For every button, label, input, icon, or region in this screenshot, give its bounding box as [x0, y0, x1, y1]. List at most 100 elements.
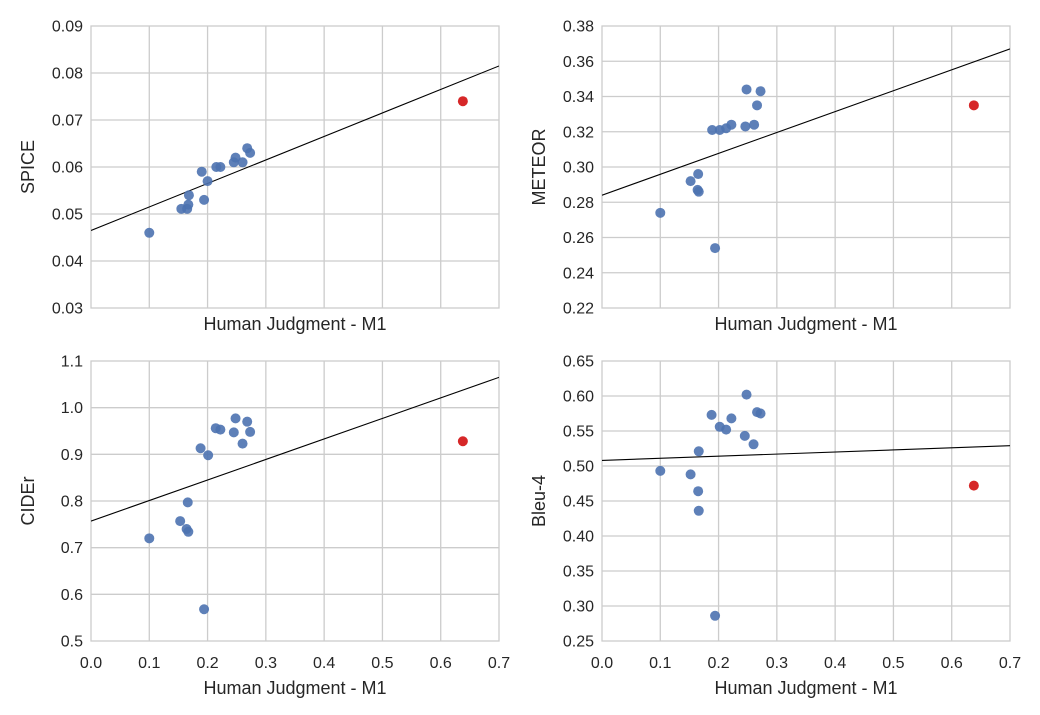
- y-tick-label: 0.60: [563, 389, 594, 406]
- x-tick-label: 0.0: [591, 655, 613, 672]
- data-point: [203, 450, 214, 461]
- y-tick-label: 1.1: [61, 354, 83, 371]
- x-tick-label: 0.5: [371, 655, 393, 672]
- data-point: [741, 84, 752, 95]
- data-point: [739, 430, 750, 441]
- chart-panel-1: 0.03 0.04 0.05 0.06 0.07 0.08 0.09 Human Judgme…: [18, 19, 500, 334]
- data-point: [749, 119, 760, 130]
- y-tick-label: 0.08: [52, 66, 83, 83]
- data-point: [228, 427, 239, 438]
- y-tick-label: 0.8: [61, 494, 83, 511]
- data-point: [706, 409, 717, 420]
- y-tick-label: 0.25: [563, 634, 594, 651]
- y-tick-label: 0.65: [563, 354, 594, 371]
- data-point: [710, 610, 721, 621]
- y-tick-label: 0.36: [563, 54, 594, 71]
- data-point: [655, 207, 666, 218]
- y-tick-label: 0.34: [563, 89, 594, 106]
- data-point: [144, 533, 155, 544]
- data-point: [655, 465, 666, 476]
- y-axis-label: CIDEr: [18, 476, 38, 525]
- y-tick-label: 0.7: [61, 540, 83, 557]
- x-axis-label: Human Judgment - M1: [203, 314, 386, 334]
- data-point: [707, 124, 718, 135]
- data-point: [693, 505, 704, 516]
- y-tick-label: 0.26: [563, 230, 594, 247]
- data-point: [195, 443, 206, 454]
- y-axis-label: Bleu-4: [529, 475, 549, 527]
- data-point: [726, 119, 737, 130]
- data-point: [215, 424, 226, 435]
- y-tick-label: 0.50: [563, 459, 594, 476]
- highlight-point: [457, 96, 468, 107]
- y-tick-label: 0.06: [52, 160, 83, 177]
- x-axis-label: Human Judgment - M1: [203, 678, 386, 698]
- regression-line: [602, 445, 1010, 461]
- y-tick-label: 0.07: [52, 113, 83, 130]
- data-point: [710, 243, 721, 254]
- y-tick-label: 0.6: [61, 587, 83, 604]
- data-point: [693, 186, 704, 197]
- data-point: [199, 604, 210, 615]
- data-point: [693, 169, 704, 180]
- x-tick-label: 0.6: [941, 655, 963, 672]
- data-point: [755, 86, 766, 97]
- y-tick-label: 0.22: [563, 301, 594, 318]
- x-tick-label: 0.3: [255, 655, 277, 672]
- x-tick-label: 0.3: [766, 655, 788, 672]
- y-tick-label: 0.38: [563, 19, 594, 36]
- data-point: [245, 147, 256, 158]
- y-tick-label: 0.05: [52, 207, 83, 224]
- regression-line: [602, 48, 1010, 196]
- data-point: [242, 416, 253, 427]
- x-axis-label: Human Judgment - M1: [714, 314, 897, 334]
- data-point: [230, 413, 241, 424]
- plot-frame: [90, 360, 500, 642]
- data-point: [144, 227, 155, 238]
- data-point: [215, 162, 226, 172]
- data-point: [196, 166, 207, 177]
- x-tick-label: 0.2: [707, 655, 729, 672]
- plot-frame: [601, 25, 1011, 309]
- y-axis-label: METEOR: [529, 128, 549, 205]
- highlight-point: [457, 436, 468, 447]
- y-tick-label: 0.30: [563, 160, 594, 177]
- data-point: [202, 176, 213, 187]
- chart-panel-3: 0.5 0.6 0.7 0.8 0.9 1.0 1.1 0.0 0.1 0.2 0.3 0.4 0.5 0…: [18, 354, 510, 699]
- data-point: [183, 199, 194, 210]
- y-tick-label: 0.55: [563, 424, 594, 441]
- data-point: [199, 194, 210, 205]
- y-tick-label: 1.0: [61, 400, 83, 417]
- y-tick-label: 0.9: [61, 447, 83, 464]
- x-tick-label: 0.4: [824, 655, 846, 672]
- x-tick-label: 0.2: [196, 655, 218, 672]
- highlight-point: [968, 100, 979, 111]
- data-point: [741, 389, 752, 400]
- highlight-point: [968, 480, 979, 491]
- data-point: [183, 526, 194, 537]
- x-tick-label: 0.7: [999, 655, 1021, 672]
- data-point: [740, 121, 751, 132]
- data-point: [183, 190, 194, 201]
- y-tick-label: 0.09: [52, 19, 83, 36]
- data-point: [693, 486, 704, 497]
- x-axis-label: Human Judgment - M1: [714, 678, 897, 698]
- chart-panel-2: 0.22 0.24 0.26 0.28 0.30 0.32 0.34 0.36 0.38 Huma…: [529, 19, 1011, 334]
- plot-frame: [90, 25, 500, 309]
- y-tick-label: 0.28: [563, 195, 594, 212]
- data-point: [230, 152, 241, 163]
- y-tick-label: 0.04: [52, 254, 83, 271]
- x-tick-label: 0.5: [882, 655, 904, 672]
- data-point: [175, 516, 186, 527]
- data-point: [245, 426, 256, 437]
- data-point: [685, 469, 696, 480]
- y-tick-label: 0.5: [61, 634, 83, 651]
- data-point: [755, 408, 766, 419]
- x-tick-label: 0.1: [649, 655, 671, 672]
- x-tick-label: 0.6: [430, 655, 452, 672]
- x-tick-label: 0.4: [313, 655, 335, 672]
- x-tick-label: 0.1: [138, 655, 160, 672]
- data-point: [237, 438, 248, 449]
- y-tick-label: 0.30: [563, 599, 594, 616]
